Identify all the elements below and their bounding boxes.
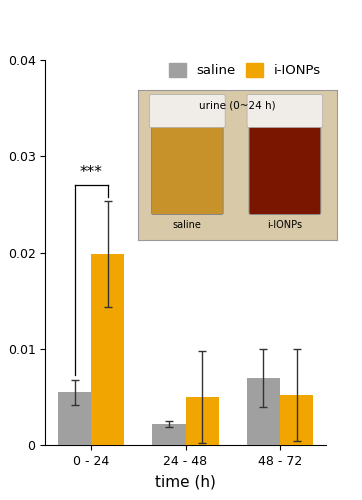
FancyBboxPatch shape	[152, 122, 223, 214]
Text: ***: ***	[80, 166, 102, 180]
Bar	[58, 392, 91, 445]
Bar	[247, 378, 280, 445]
Text: saline: saline	[173, 220, 202, 230]
Text: urine (0~24 h): urine (0~24 h)	[199, 100, 275, 110]
Text: i-IONPs: i-IONPs	[267, 220, 303, 230]
FancyBboxPatch shape	[249, 122, 321, 214]
X-axis label: time (h): time (h)	[155, 474, 216, 490]
Bar	[186, 397, 219, 445]
Legend: saline, i-IONPs: saline, i-IONPs	[165, 59, 325, 82]
Bar	[280, 395, 313, 445]
FancyBboxPatch shape	[150, 94, 225, 128]
Bar	[152, 424, 186, 445]
Y-axis label: urinary iron content (mg): urinary iron content (mg)	[0, 164, 1, 340]
FancyBboxPatch shape	[247, 94, 323, 128]
Bar	[91, 254, 124, 445]
